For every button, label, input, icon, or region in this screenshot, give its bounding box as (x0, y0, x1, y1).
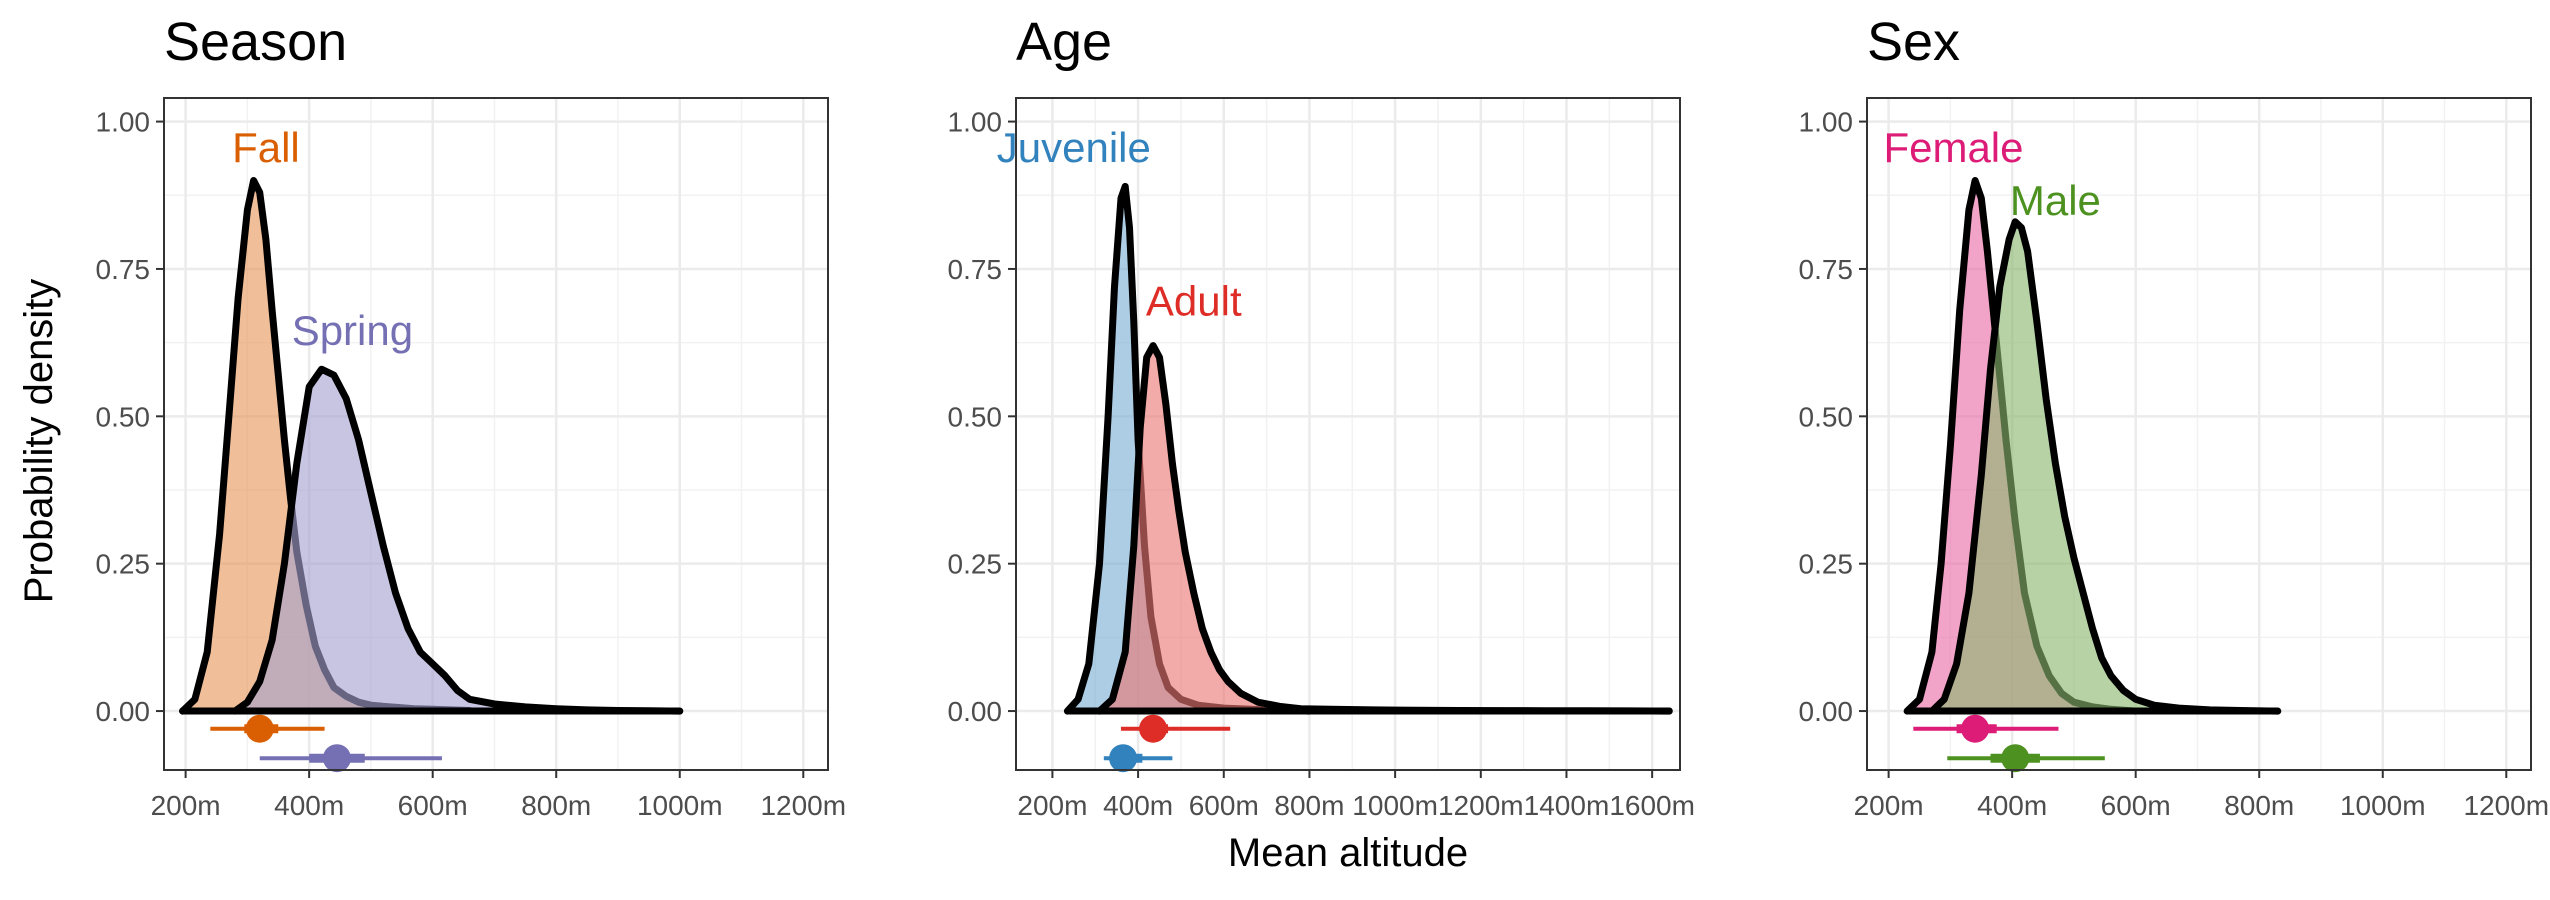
density-male (1928, 218, 2282, 715)
x-tick-label: 1000m (1352, 790, 1438, 821)
y-tick-label: 0.50 (948, 401, 1003, 432)
y-tick-label: 0.25 (96, 549, 151, 580)
x-axis-title: Mean altitude (1228, 831, 1468, 875)
y-tick-label: 1.00 (96, 107, 151, 138)
y-axis-title: Probability density (17, 279, 61, 604)
x-tick-label: 1000m (637, 790, 723, 821)
y-tick-label: 1.00 (948, 107, 1003, 138)
density-spring (231, 365, 684, 715)
series-label-female: Female (1883, 124, 2023, 171)
y-tick-label: 0.75 (96, 254, 151, 285)
interval-point-female (1961, 714, 1990, 743)
panel-title: Age (1016, 12, 1112, 72)
x-tick-label: 800m (2224, 790, 2294, 821)
x-tick-label: 1200m (1438, 790, 1524, 821)
panel-border (1866, 97, 2532, 771)
y-tick-label: 0.75 (1799, 254, 1854, 285)
x-tick-label: 600m (398, 790, 468, 821)
y-tick-label: 0.00 (96, 696, 151, 727)
x-tick-label: 600m (1189, 790, 1259, 821)
y-tick-label: 0.00 (948, 696, 1003, 727)
interval-point-male (2001, 744, 2030, 773)
x-tick-label: 200m (1854, 790, 1924, 821)
y-tick-label: 0.50 (1799, 401, 1854, 432)
x-tick-label: 1200m (2463, 790, 2549, 821)
y-tick-label: 0.50 (96, 401, 151, 432)
panel-border (163, 97, 829, 771)
panel-0: Fall Spring 200m 400m 600m 800m 1000m 1200m 0.00… (96, 12, 847, 821)
y-tick-label: 0.25 (948, 549, 1003, 580)
series-label-male: Male (2010, 177, 2101, 224)
interval-point-spring (322, 744, 351, 773)
interval-point-fall (245, 714, 274, 743)
x-tick-label: 800m (521, 790, 591, 821)
y-tick-label: 1.00 (1799, 107, 1854, 138)
series-label-adult: Adult (1146, 277, 1242, 324)
panel-title: Sex (1867, 12, 1960, 72)
x-tick-label: 600m (2101, 790, 2171, 821)
series-label-juvenile: Juvenile (997, 124, 1151, 171)
x-tick-label: 1000m (2340, 790, 2426, 821)
series-label-fall: Fall (232, 124, 300, 171)
x-tick-label: 400m (1977, 790, 2047, 821)
x-tick-label: 1600m (1609, 790, 1695, 821)
density-adult (1096, 342, 1673, 715)
interval-point-adult (1139, 714, 1168, 743)
x-tick-label: 400m (1103, 790, 1173, 821)
x-tick-label: 200m (151, 790, 221, 821)
x-tick-label: 400m (274, 790, 344, 821)
x-tick-label: 1400m (1524, 790, 1610, 821)
interval-point-juvenile (1109, 744, 1138, 773)
y-tick-label: 0.00 (1799, 696, 1854, 727)
panel-2: Female Male 200m 400m 600m 800m 1000m 1200m 0.00… (1799, 12, 2550, 821)
panel-border (1015, 97, 1681, 771)
x-tick-label: 1200m (760, 790, 846, 821)
x-tick-label: 800m (1274, 790, 1344, 821)
panel-title: Season (164, 12, 347, 72)
series-label-spring: Spring (292, 307, 413, 354)
x-tick-label: 200m (1017, 790, 1087, 821)
y-tick-label: 0.25 (1799, 549, 1854, 580)
y-tick-label: 0.75 (948, 254, 1003, 285)
